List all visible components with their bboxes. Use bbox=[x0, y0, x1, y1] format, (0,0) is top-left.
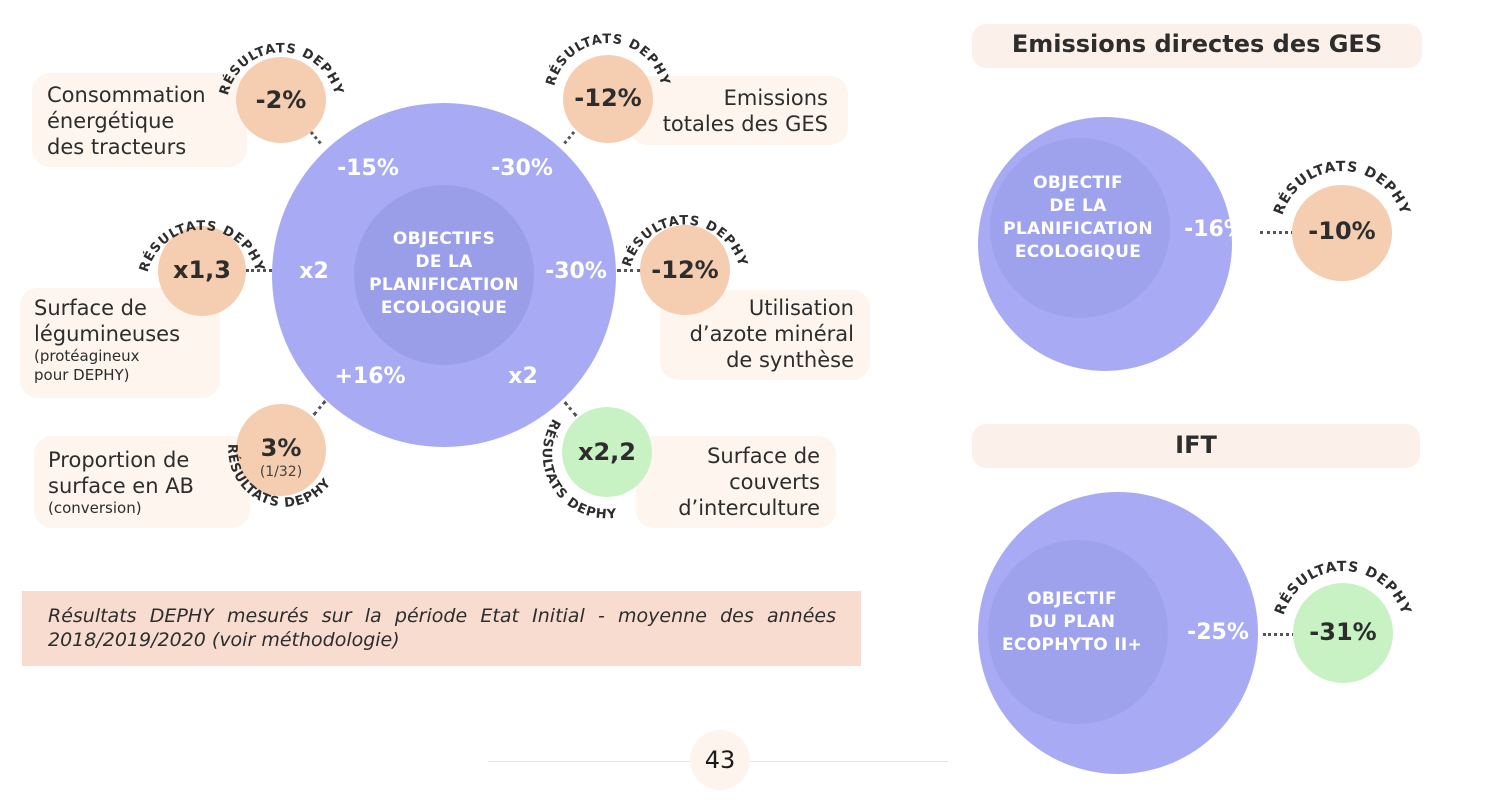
ges-header-bar bbox=[972, 24, 1422, 68]
objective-interculture: x2 bbox=[508, 364, 538, 389]
dephy-circle-interculture bbox=[562, 407, 652, 497]
ift-objective-inner bbox=[988, 540, 1168, 724]
ift-connector bbox=[1263, 633, 1295, 636]
ges-connector bbox=[1260, 231, 1294, 234]
ift-dephy-value: -31% bbox=[1309, 618, 1377, 646]
objective-tracteurs: -15% bbox=[337, 156, 399, 181]
label-azote: Utilisation d’azote minéral de synthèse bbox=[689, 296, 854, 372]
label-box-tracteurs bbox=[32, 73, 247, 167]
ges-dephy-value: -10% bbox=[1308, 217, 1376, 245]
ges-objective-label: OBJECTIF DE LA PLANIFICATION ECOLOGIQUE bbox=[1003, 173, 1153, 262]
dephy-circle-ab bbox=[236, 404, 326, 496]
ges-objective-inner bbox=[990, 138, 1170, 318]
ift-title: IFT bbox=[1175, 431, 1217, 459]
objectives-inner-circle bbox=[354, 185, 534, 365]
dephy-value-interculture: x2,2 bbox=[578, 438, 636, 466]
ift-objective-value: -25% bbox=[1187, 620, 1249, 645]
methodology-note-box bbox=[22, 591, 861, 666]
dephy-circle-legumineuses bbox=[158, 226, 246, 316]
dephy-value-tracteurs: -2% bbox=[255, 86, 307, 114]
dephy-value-legumineuses: x1,3 bbox=[173, 256, 231, 284]
methodology-note: Résultats DEPHY mesurés sur la période E… bbox=[48, 605, 836, 651]
dephy-value-azote: -12% bbox=[651, 256, 719, 284]
dephy-circle-azote bbox=[640, 225, 730, 315]
sublabel-ab: (conversion) bbox=[48, 499, 142, 517]
ges-title: Emissions directes des GES bbox=[1011, 30, 1383, 58]
connector-legumineuses bbox=[246, 269, 272, 272]
ift-header-bar bbox=[972, 424, 1420, 468]
dephy-circle-ges bbox=[563, 55, 653, 143]
label-box-ges bbox=[630, 76, 848, 145]
label-ges: Emissions totales des GES bbox=[662, 86, 828, 136]
objective-azote: -30% bbox=[545, 259, 607, 284]
label-box-interculture bbox=[636, 436, 836, 528]
connector-azote bbox=[617, 269, 641, 272]
label-tracteurs: Consommation énergétique des tracteurs bbox=[47, 83, 206, 159]
page-number-bg bbox=[690, 730, 750, 790]
ges-objective-value: -16% bbox=[1184, 217, 1246, 242]
label-legumineuses: Surface de légumineuses (protéagineux po… bbox=[34, 296, 181, 384]
connector-interculture bbox=[563, 401, 578, 417]
ift-dephy-circle bbox=[1293, 583, 1393, 683]
dephy-value-ab: 3% (1/32) bbox=[236, 434, 326, 480]
objective-ab: +16% bbox=[334, 364, 406, 389]
dephy-circle-tracteurs bbox=[236, 57, 326, 143]
objective-ges: -30% bbox=[491, 156, 553, 181]
label-ab: Proportion de surface en AB (conversion) bbox=[48, 448, 194, 517]
objective-legumineuses: x2 bbox=[299, 259, 329, 284]
label-box-ab bbox=[34, 436, 250, 528]
objectives-center-label: OBJECTIFS DE LA PLANIFICATION ECOLOGIQUE bbox=[369, 229, 519, 318]
dephy-value-ges: -12% bbox=[574, 84, 642, 112]
connector-ab bbox=[312, 400, 327, 416]
sublabel-legumineuses: (protéagineux bbox=[34, 347, 140, 365]
dephy-value-ab-sub: (1/32) bbox=[259, 464, 303, 480]
ift-objective-label: OBJECTIF DU PLAN ECOPHYTO II+ bbox=[1002, 589, 1142, 655]
dephy-value-ab-main: 3% bbox=[260, 434, 302, 462]
label-interculture: Surface de couverts d’interculture bbox=[678, 444, 820, 520]
ges-dephy-circle bbox=[1292, 185, 1392, 281]
page-number: 43 bbox=[704, 746, 736, 774]
